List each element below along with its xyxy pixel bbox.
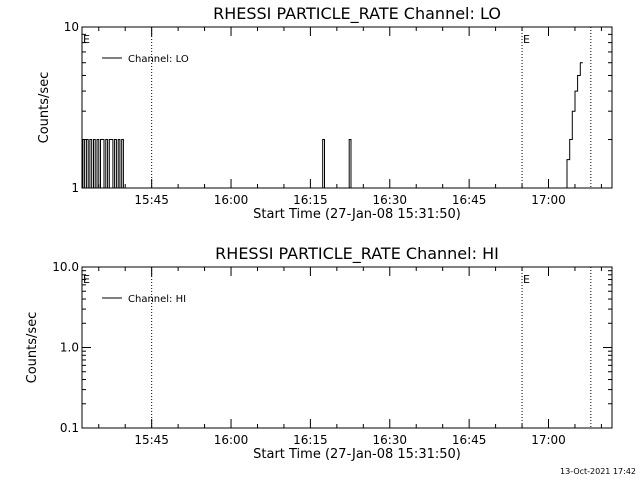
- y-tick-label: 1.0: [60, 341, 79, 355]
- event-marker: E: [83, 33, 90, 46]
- y-axis-label: Counts/sec: [25, 312, 40, 384]
- x-tick-label: 16:15: [293, 433, 328, 447]
- y-tick-label: 10: [64, 20, 79, 34]
- x-tick-label: 16:45: [452, 433, 487, 447]
- chart-title: RHESSI PARTICLE_RATE Channel: HI: [215, 244, 499, 264]
- event-marker: E: [523, 33, 530, 46]
- legend-entry: Channel: LO: [128, 54, 189, 65]
- y-tick-label: 1: [71, 181, 79, 195]
- series-line: [82, 62, 583, 189]
- chart-panel-0: RHESSI PARTICLE_RATE Channel: LO 1 10 15:45…: [37, 4, 613, 222]
- x-tick-label: 17:00: [531, 433, 566, 447]
- y-tick-label: 10.0: [52, 260, 79, 274]
- x-tick-label: 16:00: [214, 433, 249, 447]
- legend-entry: Channel: HI: [128, 294, 186, 305]
- plot-frame: [81, 26, 613, 189]
- y-tick-label: 0.1: [60, 421, 79, 435]
- y-axis-label: Counts/sec: [37, 72, 52, 144]
- event-marker: E: [523, 273, 530, 286]
- generated-timestamp: 13-Oct-2021 17:42: [560, 467, 636, 476]
- x-tick-label: 15:45: [134, 193, 169, 207]
- x-tick-label: 16:30: [372, 433, 407, 447]
- x-tick-label: 16:45: [452, 193, 487, 207]
- x-tick-label: 17:00: [531, 193, 566, 207]
- x-axis-label: Start Time (27-Jan-08 15:31:50): [253, 207, 461, 222]
- x-tick-label: 15:45: [134, 433, 169, 447]
- x-axis-label: Start Time (27-Jan-08 15:31:50): [253, 447, 461, 462]
- x-tick-label: 16:30: [372, 193, 407, 207]
- plot-frame: [81, 266, 613, 429]
- event-marker: E: [83, 273, 90, 286]
- chart-title: RHESSI PARTICLE_RATE Channel: LO: [213, 4, 501, 24]
- x-tick-label: 16:15: [293, 193, 328, 207]
- chart-panel-1: RHESSI PARTICLE_RATE Channel: HI 0.1 1.0 10…: [25, 244, 613, 462]
- x-tick-label: 16:00: [214, 193, 249, 207]
